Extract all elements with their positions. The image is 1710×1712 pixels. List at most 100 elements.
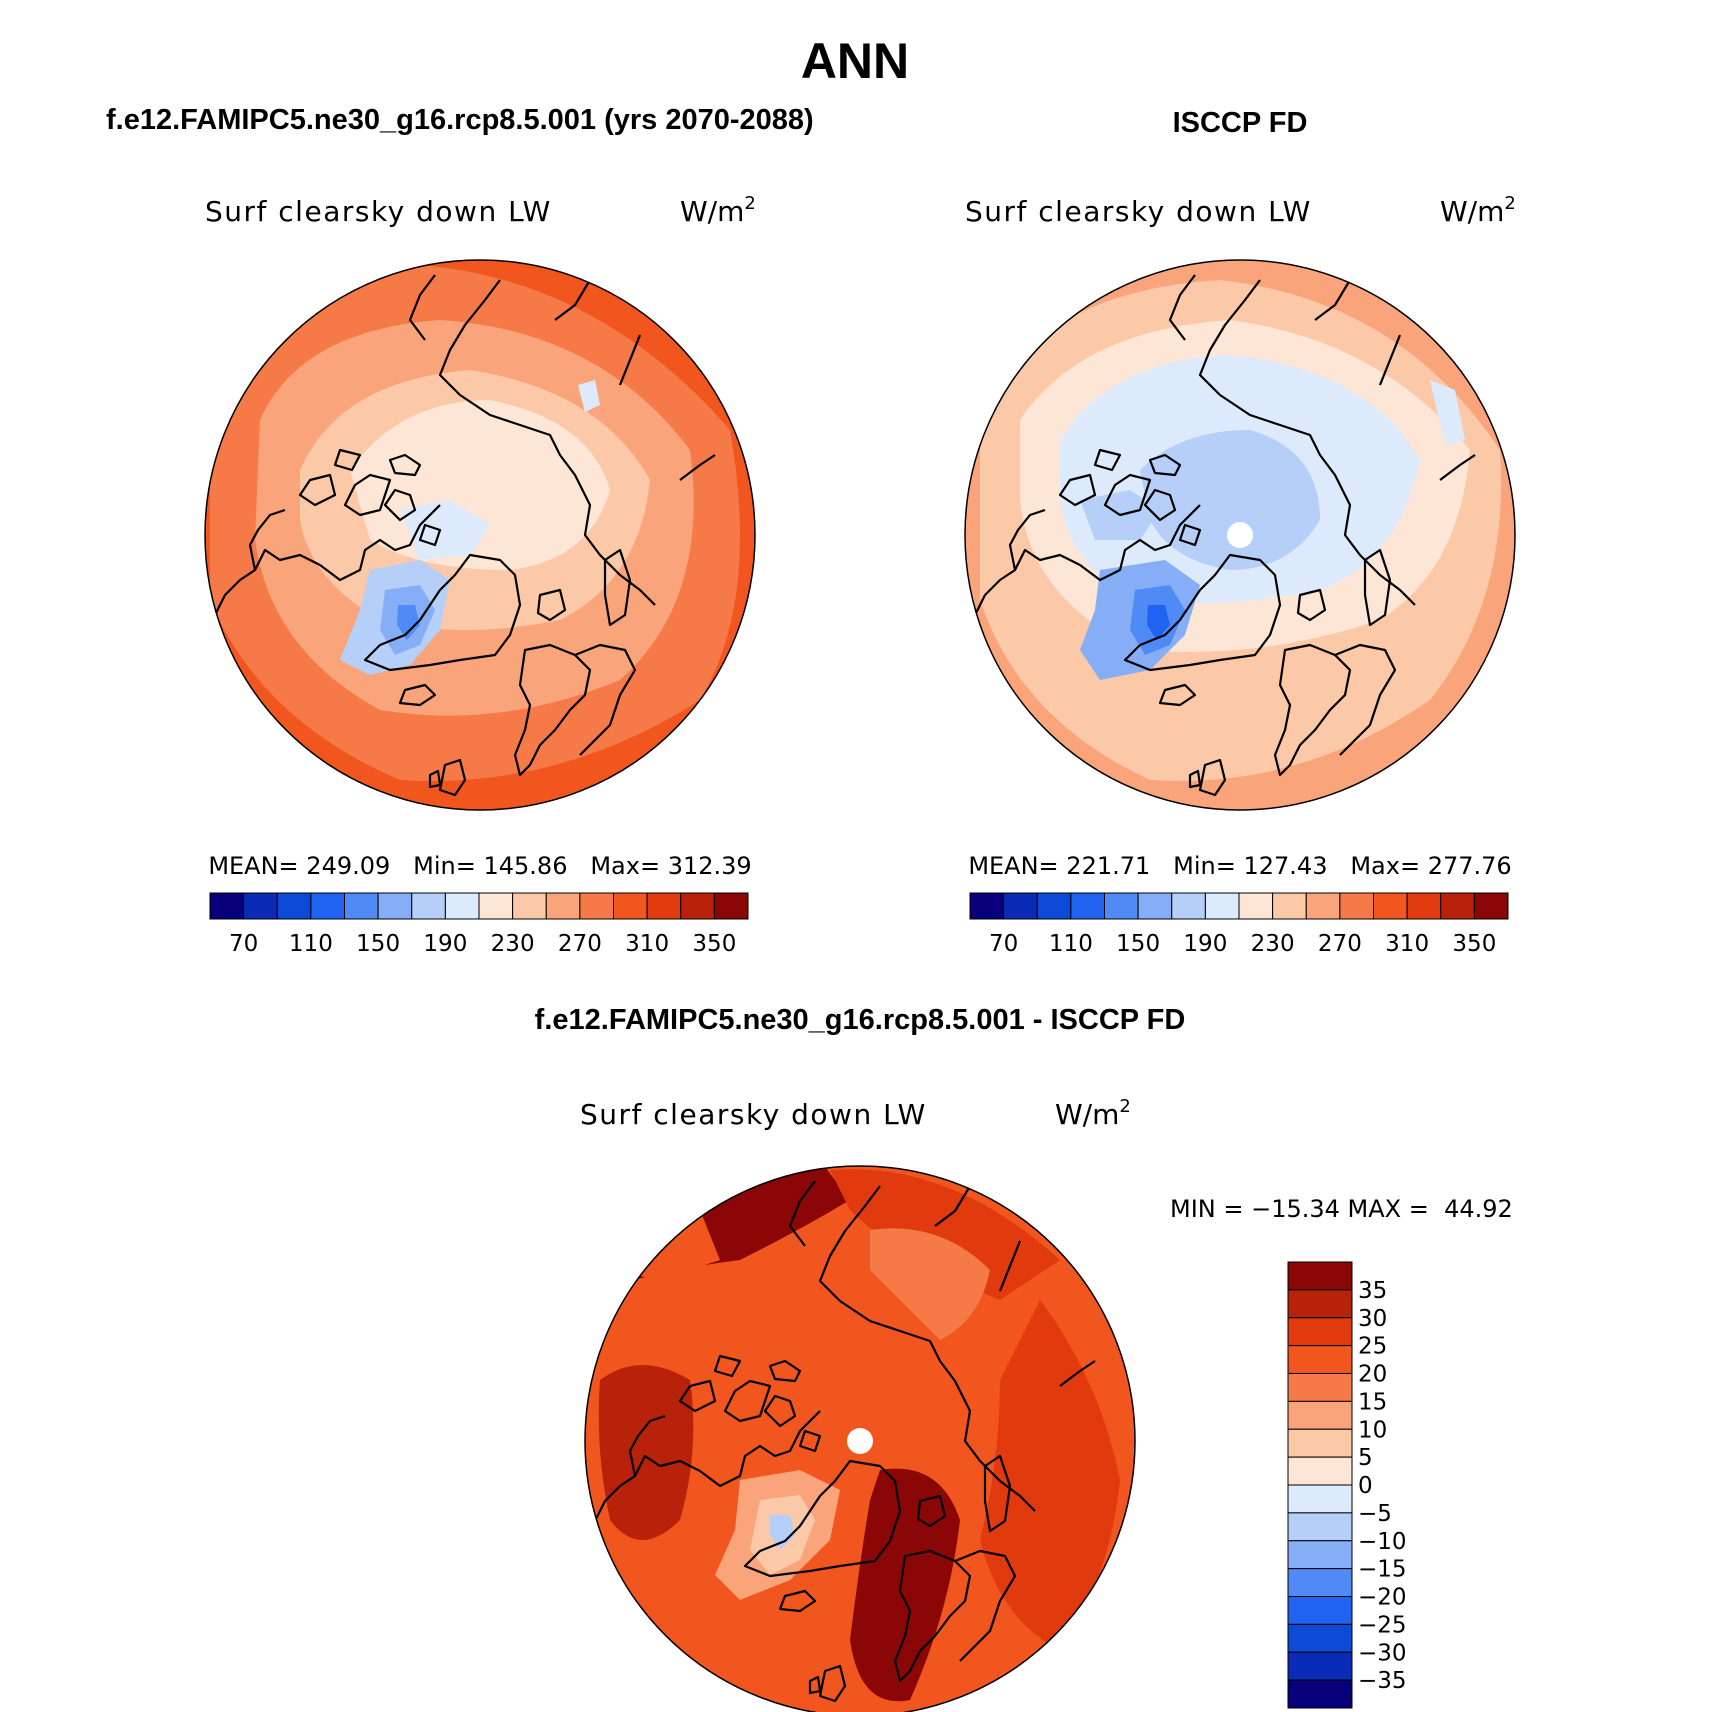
panel-2-colorbar-swatch — [1272, 892, 1307, 920]
panel-1-units: W/m2 — [680, 193, 756, 228]
panel-2-colorbar-swatch — [1440, 892, 1475, 920]
panel-2-colorbar-swatch — [1003, 892, 1038, 920]
panel-1-colorbar-tick-label: 190 — [423, 931, 467, 957]
panel-1-stats: MEAN= 249.09 Min= 145.86 Max= 312.39 — [208, 852, 751, 880]
panel-2-colorbar-tick-label: 110 — [1049, 931, 1093, 957]
panel-2-colorbar-tick-label: 190 — [1183, 931, 1227, 957]
difference-colorbar-tick-label: 20 — [1358, 1362, 1387, 1388]
difference-colorbar-tick-label: 10 — [1358, 1417, 1387, 1443]
difference-units: W/m2 — [1055, 1096, 1131, 1131]
panel-1-colorbar-tick-label: 230 — [491, 931, 535, 957]
panel-2-colorbar-tick-label: 230 — [1251, 931, 1295, 957]
panel-2-map — [965, 260, 1515, 810]
panel-2-colorbar-swatch — [1238, 892, 1274, 920]
panel-1-colorbar-tick-label: 70 — [229, 931, 258, 957]
panel-2-colorbar-swatch — [1137, 892, 1173, 920]
difference-colorbar-tick-label: 5 — [1358, 1445, 1373, 1471]
difference-field-label: Surf clearsky down LW — [580, 1098, 927, 1131]
difference-stats: MIN = −15.34 MAX = 44.92 — [1170, 1195, 1513, 1223]
panel-2-colorbar-swatch — [1104, 892, 1139, 920]
panel-1-field-label: Surf clearsky down LW — [205, 195, 552, 228]
panel-2-colorbar-swatch — [1406, 892, 1442, 920]
panel-2-colorbar-swatch — [1305, 892, 1341, 920]
difference-colorbar-swatch — [1287, 1289, 1353, 1319]
panel-2-colorbar-tick-label: 310 — [1385, 931, 1429, 957]
difference-colorbar-swatch — [1287, 1568, 1353, 1597]
difference-colorbar-tick-label: −30 — [1358, 1640, 1407, 1666]
panel-2-colorbar-swatch — [1070, 892, 1105, 920]
difference-colorbar-tick-label: 30 — [1358, 1306, 1387, 1332]
difference-colorbar-swatch — [1287, 1540, 1353, 1570]
panel-1-colorbar-tick-label: 110 — [289, 931, 333, 957]
panel-1-colorbar-swatch — [276, 892, 312, 920]
figure-title: ANN — [800, 33, 910, 89]
panel-1-colorbar-swatch — [713, 892, 749, 920]
panel-2-field-label: Surf clearsky down LW — [965, 195, 1312, 228]
panel-1-colorbar-swatch — [646, 892, 682, 920]
panel-1-colorbar-swatch — [545, 892, 581, 920]
panel-1-colorbar-tick-label: 150 — [356, 931, 400, 957]
panel-1-colorbar-ticks: 70 110 150 190 230 270 310 350 — [229, 931, 736, 957]
panel-1-colorbar-tick-label: 270 — [558, 931, 602, 957]
difference-colorbar-tick-label: −20 — [1358, 1585, 1407, 1611]
difference-colorbar-tick-label: −5 — [1358, 1501, 1392, 1527]
panel-1-map-border — [204, 259, 756, 811]
panel-1-colorbar-swatch — [680, 892, 715, 920]
panel-1-colorbar-swatch — [411, 892, 446, 920]
panel-2-map-border — [964, 259, 1516, 811]
difference-colorbar-swatch — [1287, 1373, 1353, 1402]
difference-colorbar-swatch — [1287, 1512, 1353, 1542]
panel-2-colorbar-swatch — [1204, 892, 1240, 920]
difference-colorbar-swatch — [1287, 1484, 1353, 1514]
difference-colorbar-swatch — [1287, 1428, 1353, 1458]
panel-1-colorbar-swatch — [512, 892, 547, 920]
difference-colorbar-tick-label: 0 — [1358, 1473, 1373, 1499]
panel-2-colorbar-swatch — [969, 892, 1005, 920]
panel-1-colorbar-tick-label: 350 — [692, 931, 736, 957]
panel-1-colorbar-swatch — [344, 892, 379, 920]
panel-1-title: f.e12.FAMIPC5.ne30_g16.rcp8.5.001 (yrs 2… — [106, 104, 814, 136]
panel-1-colorbar-swatch — [243, 892, 278, 920]
panel-2-colorbar-tick-label: 270 — [1318, 931, 1362, 957]
difference-title: f.e12.FAMIPC5.ne30_g16.rcp8.5.001 - ISCC… — [534, 1004, 1186, 1036]
difference-colorbar-swatch — [1287, 1623, 1353, 1653]
difference-colorbar-swatch — [1287, 1651, 1353, 1681]
panel-2-stats: MEAN= 221.71 Min= 127.43 Max= 277.76 — [968, 852, 1511, 880]
difference-colorbar-tick-label: −10 — [1358, 1529, 1407, 1555]
difference-colorbar-swatch — [1287, 1317, 1353, 1347]
difference-colorbar — [1287, 1261, 1353, 1709]
difference-header: Surf clearsky down LW W/m2 — [580, 1096, 1131, 1131]
panel-1-colorbar-swatch — [613, 892, 648, 920]
difference-colorbar-tick-label: −35 — [1358, 1668, 1407, 1694]
panel-1-colorbar-swatch — [310, 892, 345, 920]
difference-colorbar-swatch — [1287, 1596, 1353, 1625]
panel-2-colorbar-tick-label: 350 — [1452, 931, 1496, 957]
difference-colorbar-tick-label: −25 — [1358, 1612, 1407, 1638]
difference-colorbar-tick-label: 15 — [1358, 1389, 1387, 1415]
difference-map — [585, 1166, 1135, 1712]
panel-2-colorbar-tick-label: 150 — [1116, 931, 1160, 957]
panel-1-colorbar-tick-label: 310 — [625, 931, 669, 957]
panel-2-colorbar-tick-label: 70 — [989, 931, 1018, 957]
panel-2-units: W/m2 — [1440, 193, 1516, 228]
panel-2-colorbar-swatch — [1473, 892, 1509, 920]
panel-2-colorbar-ticks: 70 110 150 190 230 270 310 350 — [989, 931, 1496, 957]
panel-1-header: Surf clearsky down LW W/m2 — [205, 193, 756, 228]
panel-2-colorbar-swatch — [1036, 892, 1072, 920]
difference-map-border — [584, 1165, 1136, 1712]
panel-1-colorbar-swatch — [579, 892, 614, 920]
panel-1-map — [205, 260, 755, 810]
difference-colorbar-tick-label: 35 — [1358, 1278, 1387, 1304]
difference-colorbar-tick-label: 25 — [1358, 1334, 1387, 1360]
panel-1-colorbar-swatch — [478, 892, 514, 920]
panel-2-colorbar — [969, 892, 1509, 920]
panel-2-title: ISCCP FD — [1172, 107, 1308, 139]
difference-colorbar-swatch — [1287, 1400, 1353, 1430]
difference-colorbar-swatch — [1287, 1345, 1353, 1374]
panel-1-colorbar-swatch — [209, 892, 245, 920]
difference-colorbar-swatch — [1287, 1261, 1353, 1291]
panel-1-colorbar — [209, 892, 749, 920]
difference-colorbar-tick-label: −15 — [1358, 1557, 1407, 1583]
